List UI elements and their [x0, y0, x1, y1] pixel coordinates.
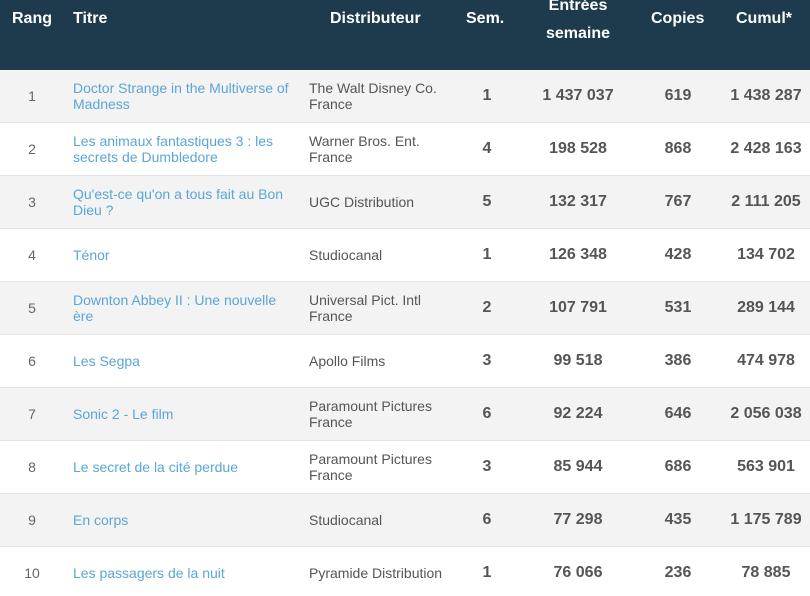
table-row: 6 Les Segpa Apollo Films 3 99 518 386 47… — [0, 335, 810, 388]
cumulative-cell: 1 175 789 — [730, 511, 802, 528]
week-cell: 1 — [482, 246, 492, 263]
film-title-link[interactable]: Qu'est-ce qu'on a tous fait au Bon Dieu … — [73, 186, 284, 218]
weekly-admissions-cell: 126 348 — [549, 246, 607, 263]
film-title-link[interactable]: Les animaux fantastiques 3 : les secrets… — [73, 133, 274, 165]
distributor-cell: Warner Bros. Ent. France — [309, 133, 420, 165]
film-title-link[interactable]: Doctor Strange in the Multiverse of Madn… — [73, 80, 289, 112]
week-cell: 4 — [482, 140, 492, 157]
weekly-admissions-cell: 107 791 — [549, 299, 607, 316]
weekly-admissions-cell: 1 437 037 — [542, 87, 614, 104]
copies-cell: 531 — [664, 299, 692, 316]
rank-cell: 9 — [28, 512, 36, 528]
cumulative-cell: 2 111 205 — [731, 193, 801, 210]
table-row: 2 Les animaux fantastiques 3 : les secre… — [0, 123, 810, 176]
cumulative-cell: 78 885 — [741, 564, 791, 581]
table-row: 4 Ténor Studiocanal 1 126 348 428 134 70… — [0, 229, 810, 282]
copies-cell: 646 — [664, 405, 692, 422]
copies-cell: 868 — [664, 140, 692, 157]
rank-cell: 1 — [28, 88, 36, 104]
rank-cell: 10 — [24, 565, 40, 581]
week-cell: 6 — [482, 405, 492, 422]
header-distributeur: Distributeur — [330, 10, 421, 27]
distributor-cell: Studiocanal — [309, 512, 383, 528]
header-entrees-line2: semaine — [545, 25, 611, 42]
rank-cell: 4 — [28, 247, 36, 263]
distributor-cell: Universal Pict. Intl France — [309, 292, 422, 324]
table-row: 1 Doctor Strange in the Multiverse of Ma… — [0, 70, 810, 123]
cumulative-cell: 474 978 — [737, 352, 795, 369]
film-title-link[interactable]: Le secret de la cité perdue — [73, 459, 238, 475]
table-row: 5 Downton Abbey II : Une nouvelle ère Un… — [0, 282, 810, 335]
cumulative-cell: 2 428 163 — [730, 140, 802, 157]
cumulative-cell: 2 056 038 — [730, 405, 802, 422]
weekly-admissions-cell: 99 518 — [553, 352, 603, 369]
distributor-cell: Studiocanal — [309, 247, 383, 263]
week-cell: 2 — [482, 299, 492, 316]
weekly-admissions-cell: 198 528 — [549, 140, 607, 157]
table-row: 9 En corps Studiocanal 6 77 298 435 1 17… — [0, 494, 810, 547]
week-cell: 3 — [482, 352, 492, 369]
rank-cell: 5 — [28, 300, 36, 316]
copies-cell: 619 — [664, 87, 692, 104]
table-header: Rang Titre Distributeur Sem. Entrées sem… — [0, 0, 810, 70]
rank-cell: 7 — [28, 406, 36, 422]
rank-cell: 8 — [28, 459, 36, 475]
distributor-cell: Pyramide Distribution — [309, 565, 443, 581]
weekly-admissions-cell: 132 317 — [549, 193, 607, 210]
week-cell: 5 — [482, 193, 492, 210]
rank-cell: 3 — [28, 194, 36, 210]
week-cell: 1 — [482, 87, 492, 104]
copies-cell: 236 — [664, 564, 692, 581]
week-cell: 3 — [482, 458, 492, 475]
table-row: 3 Qu'est-ce qu'on a tous fait au Bon Die… — [0, 176, 810, 229]
copies-cell: 686 — [664, 458, 692, 475]
header-sem: Sem. — [466, 10, 505, 27]
header-entrees-semaine: Entrées semaine — [538, 0, 618, 48]
rank-cell: 2 — [28, 141, 36, 157]
cumulative-cell: 563 901 — [737, 458, 795, 475]
copies-cell: 428 — [664, 246, 692, 263]
film-title-link[interactable]: Sonic 2 - Le film — [73, 406, 174, 422]
distributor-cell: UGC Distribution — [309, 194, 415, 210]
week-cell: 6 — [482, 511, 492, 528]
header-entrees-line1: Entrées — [548, 0, 608, 14]
header-titre: Titre — [73, 10, 108, 27]
film-title-link[interactable]: Les Segpa — [73, 353, 140, 369]
copies-cell: 767 — [664, 193, 692, 210]
distributor-cell: Paramount Pictures France — [309, 451, 432, 483]
cumulative-cell: 1 438 287 — [730, 87, 802, 104]
weekly-admissions-cell: 92 224 — [553, 405, 603, 422]
table-body: 1 Doctor Strange in the Multiverse of Ma… — [0, 70, 810, 596]
distributor-cell: Paramount Pictures France — [309, 398, 432, 430]
film-title-link[interactable]: Les passagers de la nuit — [73, 565, 225, 581]
weekly-admissions-cell: 85 944 — [553, 458, 603, 475]
weekly-admissions-cell: 77 298 — [553, 511, 603, 528]
cumulative-cell: 134 702 — [737, 246, 795, 263]
rank-cell: 6 — [28, 353, 36, 369]
copies-cell: 386 — [664, 352, 692, 369]
table-row: 8 Le secret de la cité perdue Paramount … — [0, 441, 810, 494]
film-title-link[interactable]: Ténor — [73, 247, 110, 263]
header-cumul: Cumul* — [736, 10, 792, 27]
distributor-cell: Apollo Films — [309, 353, 386, 369]
week-cell: 1 — [482, 564, 492, 581]
copies-cell: 435 — [664, 511, 692, 528]
weekly-admissions-cell: 76 066 — [553, 564, 603, 581]
header-copies: Copies — [651, 10, 705, 27]
film-title-link[interactable]: En corps — [73, 512, 129, 528]
cumulative-cell: 289 144 — [737, 299, 795, 316]
distributor-cell: The Walt Disney Co. France — [309, 80, 437, 112]
table-row: 7 Sonic 2 - Le film Paramount Pictures F… — [0, 388, 810, 441]
film-title-link[interactable]: Downton Abbey II : Une nouvelle ère — [73, 292, 277, 324]
header-rang: Rang — [12, 10, 52, 27]
table-row: 10 Les passagers de la nuit Pyramide Dis… — [0, 547, 810, 596]
